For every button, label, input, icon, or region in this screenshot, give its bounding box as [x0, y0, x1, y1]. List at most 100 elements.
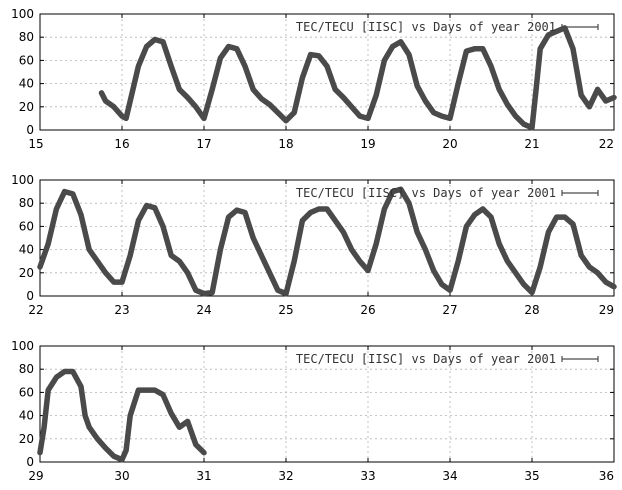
data-point [301, 219, 304, 222]
data-point [489, 65, 493, 68]
data-point [170, 412, 173, 415]
data-point [161, 40, 165, 43]
data-point [407, 53, 411, 56]
data-point [186, 96, 189, 99]
chart-panel-days-22-29: 0 20 40 60 80 100 22 23 24 25 26 27 28 29 TEC/TECU [II… [11, 173, 617, 317]
data-point [604, 280, 607, 284]
legend-label: TEC/TECU [IISC] vs Days of year 2001 [296, 186, 556, 200]
data-point [153, 388, 156, 392]
data-point [293, 260, 296, 263]
data-point [96, 437, 99, 440]
y-tick-label: 20 [19, 100, 34, 114]
data-point [55, 207, 58, 211]
data-point [555, 30, 558, 33]
y-tick-label: 60 [19, 219, 34, 233]
data-point [120, 114, 124, 118]
data-point [539, 47, 542, 50]
data-point [571, 47, 575, 50]
data-point [112, 455, 116, 458]
x-tick-label: 20 [442, 137, 457, 151]
data-point [498, 242, 501, 245]
data-point [235, 47, 238, 50]
data-point [440, 283, 443, 286]
data-point [42, 426, 46, 429]
data-point [342, 96, 345, 99]
data-point [194, 105, 197, 109]
data-point [178, 88, 181, 91]
data-point [96, 260, 99, 263]
data-point [596, 271, 599, 274]
x-tick-label: 32 [278, 469, 293, 483]
data-point [383, 207, 386, 211]
data-point [473, 213, 476, 216]
data-point [268, 271, 271, 274]
data-point [325, 207, 329, 211]
x-tick-label: 31 [196, 469, 211, 483]
data-point [38, 265, 42, 269]
y-tick-label: 80 [19, 362, 34, 376]
x-tick-label: 35 [524, 469, 539, 483]
data-point [63, 190, 66, 193]
data-point [448, 117, 452, 120]
data-point [604, 99, 607, 103]
data-point [145, 388, 148, 392]
data-point [575, 70, 579, 74]
data-point [161, 225, 165, 228]
legend-label: TEC/TECU [IISC] vs Days of year 2001 [296, 352, 556, 366]
data-point [120, 280, 124, 284]
plot-frame [39, 13, 615, 131]
data-point [596, 88, 599, 91]
data-point [88, 248, 91, 251]
data-point [219, 248, 222, 251]
x-tick-label: 24 [196, 303, 211, 317]
data-point [375, 242, 378, 245]
data-point [268, 103, 271, 106]
x-tick-label: 27 [442, 303, 457, 317]
data-point [342, 231, 345, 234]
data-point [202, 117, 206, 120]
y-tick-label: 60 [19, 53, 34, 67]
data-point [202, 292, 206, 295]
x-tick-label: 28 [524, 303, 539, 317]
data-point [276, 111, 279, 114]
data-point [317, 54, 320, 57]
data-point [547, 33, 550, 37]
data-point [227, 215, 230, 219]
legend-label: TEC/TECU [IISC] vs Days of year 2001 [296, 20, 556, 34]
data-point [161, 393, 165, 396]
data-point [170, 254, 173, 257]
data-point [243, 65, 247, 68]
data-point [539, 265, 542, 269]
data-point [260, 97, 263, 100]
data-point [284, 119, 288, 122]
data-point [194, 443, 197, 446]
x-tick-label: 17 [196, 137, 211, 151]
data-point [612, 285, 616, 288]
data-point [186, 420, 189, 423]
data-point [252, 88, 255, 91]
data-point [219, 56, 222, 60]
data-point [407, 202, 411, 205]
data-point [391, 45, 394, 48]
data-point [38, 451, 42, 454]
data-point [309, 53, 312, 56]
x-tick-label: 19 [360, 137, 375, 151]
y-tick-label: 100 [11, 339, 34, 353]
y-tick-label: 0 [26, 123, 34, 137]
data-point [612, 96, 616, 99]
data-point [563, 215, 566, 219]
data-point [100, 91, 103, 95]
y-tick-label: 60 [19, 385, 34, 399]
data-point [416, 231, 419, 234]
data-point [79, 385, 83, 388]
data-point [178, 260, 181, 263]
data-point [112, 280, 116, 284]
data-point [137, 388, 140, 392]
data-point [489, 215, 493, 219]
data-point [473, 47, 476, 50]
x-tick-label: 18 [278, 137, 293, 151]
data-point [145, 204, 148, 207]
data-point [137, 219, 140, 222]
data-point [178, 426, 181, 429]
